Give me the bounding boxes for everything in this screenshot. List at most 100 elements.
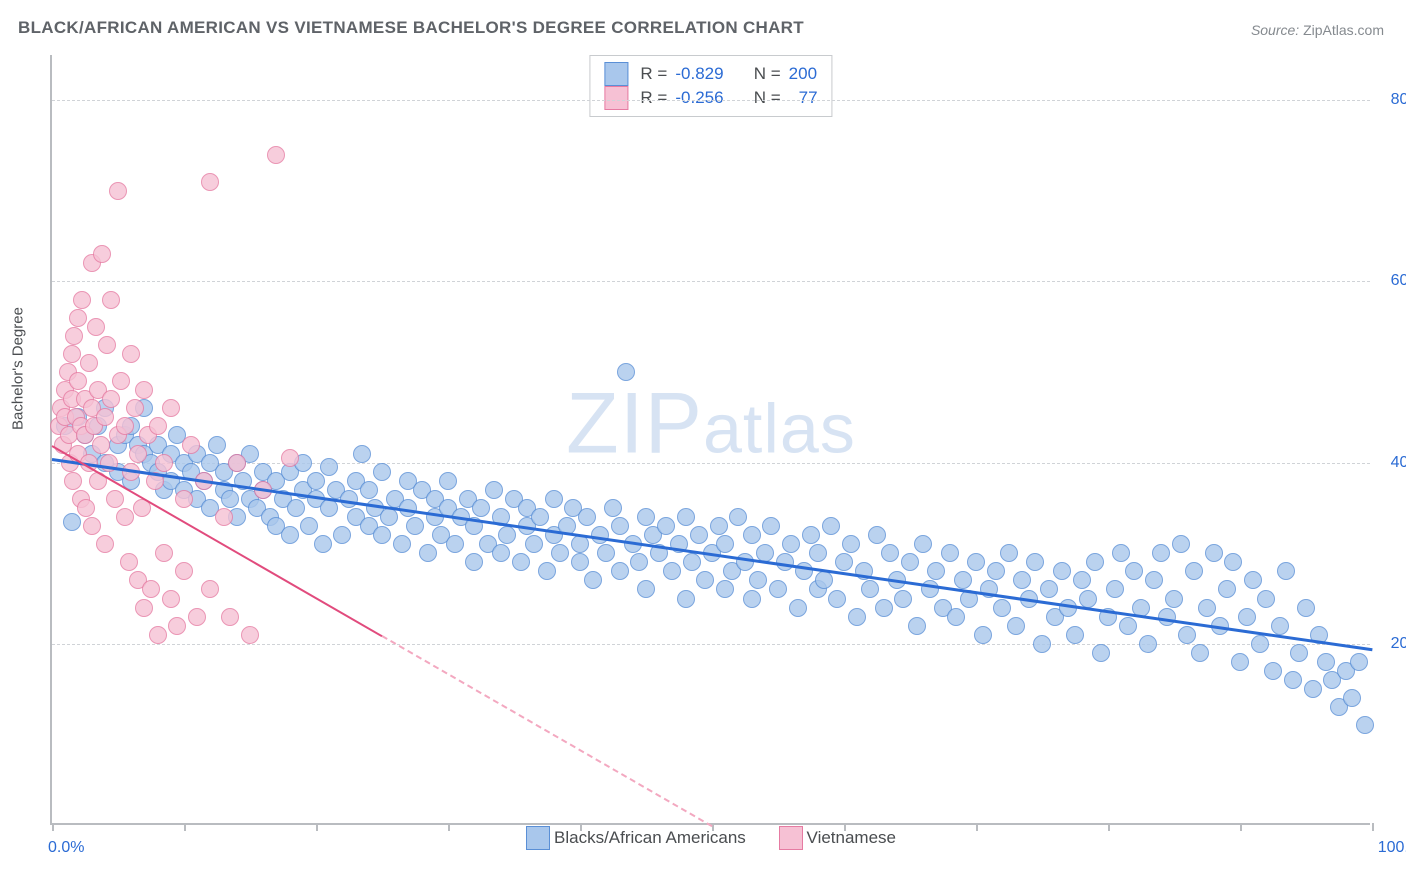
data-point-blue xyxy=(1205,544,1223,562)
data-point-pink xyxy=(109,182,127,200)
data-point-blue xyxy=(987,562,1005,580)
data-point-pink xyxy=(98,336,116,354)
data-point-blue xyxy=(617,363,635,381)
data-point-blue xyxy=(611,517,629,535)
stats-row-series2: R = -0.256 N = 77 xyxy=(604,86,817,110)
data-point-pink xyxy=(69,372,87,390)
data-point-blue xyxy=(1165,590,1183,608)
r-label: R = xyxy=(640,88,667,108)
data-point-blue xyxy=(439,472,457,490)
data-point-blue xyxy=(1073,571,1091,589)
data-point-blue xyxy=(749,571,767,589)
chart-title: BLACK/AFRICAN AMERICAN VS VIETNAMESE BAC… xyxy=(18,18,804,38)
x-tick xyxy=(712,823,714,831)
x-max-label: 100.0% xyxy=(1378,839,1406,857)
data-point-blue xyxy=(1238,608,1256,626)
data-point-blue xyxy=(663,562,681,580)
n-label: N = xyxy=(754,88,781,108)
data-point-pink xyxy=(106,490,124,508)
n-value-series1: 200 xyxy=(789,64,817,84)
data-point-pink xyxy=(281,449,299,467)
y-tick-label: 60.0% xyxy=(1391,272,1406,290)
data-point-pink xyxy=(102,390,120,408)
data-point-blue xyxy=(875,599,893,617)
data-point-pink xyxy=(69,309,87,327)
data-point-blue xyxy=(373,526,391,544)
y-tick-label: 20.0% xyxy=(1391,635,1406,653)
data-point-pink xyxy=(63,345,81,363)
data-point-blue xyxy=(954,571,972,589)
data-point-blue xyxy=(1231,653,1249,671)
data-point-blue xyxy=(815,571,833,589)
data-point-blue xyxy=(743,526,761,544)
data-point-pink xyxy=(175,490,193,508)
data-point-blue xyxy=(914,535,932,553)
data-point-pink xyxy=(175,562,193,580)
x-tick xyxy=(580,823,582,831)
data-point-pink xyxy=(112,372,130,390)
data-point-pink xyxy=(241,626,259,644)
r-label: R = xyxy=(640,64,667,84)
data-point-pink xyxy=(116,508,134,526)
legend-label-series1: Blacks/African Americans xyxy=(554,828,746,848)
data-point-blue xyxy=(1125,562,1143,580)
data-point-blue xyxy=(842,535,860,553)
data-point-blue xyxy=(710,517,728,535)
data-point-pink xyxy=(77,499,95,517)
x-tick xyxy=(316,823,318,831)
data-point-blue xyxy=(307,472,325,490)
data-point-blue xyxy=(1271,617,1289,635)
data-point-blue xyxy=(419,544,437,562)
data-point-pink xyxy=(93,245,111,263)
data-point-blue xyxy=(1317,653,1335,671)
data-point-pink xyxy=(182,436,200,454)
data-point-blue xyxy=(584,571,602,589)
data-point-pink xyxy=(162,399,180,417)
data-point-pink xyxy=(96,408,114,426)
data-point-pink xyxy=(228,454,246,472)
data-point-blue xyxy=(1145,571,1163,589)
data-point-blue xyxy=(1119,617,1137,635)
data-point-pink xyxy=(120,553,138,571)
data-point-blue xyxy=(320,458,338,476)
data-point-blue xyxy=(1172,535,1190,553)
data-point-blue xyxy=(1178,626,1196,644)
swatch-series1 xyxy=(604,62,628,86)
data-point-blue xyxy=(1139,635,1157,653)
data-point-blue xyxy=(1158,608,1176,626)
data-point-blue xyxy=(894,590,912,608)
x-tick xyxy=(1372,823,1374,831)
data-point-pink xyxy=(135,599,153,617)
data-point-pink xyxy=(64,472,82,490)
data-point-blue xyxy=(571,553,589,571)
data-point-blue xyxy=(637,580,655,598)
x-tick xyxy=(844,823,846,831)
data-point-blue xyxy=(1152,544,1170,562)
data-point-blue xyxy=(1066,626,1084,644)
data-point-pink xyxy=(96,535,114,553)
data-point-blue xyxy=(835,553,853,571)
x-tick xyxy=(184,823,186,831)
data-point-blue xyxy=(300,517,318,535)
data-point-blue xyxy=(1191,644,1209,662)
data-point-blue xyxy=(360,481,378,499)
data-point-blue xyxy=(1086,553,1104,571)
watermark-zip: ZIP xyxy=(566,375,703,471)
data-point-pink xyxy=(201,580,219,598)
data-point-blue xyxy=(1092,644,1110,662)
data-point-blue xyxy=(281,526,299,544)
source-label: Source: xyxy=(1251,22,1299,38)
data-point-blue xyxy=(1026,553,1044,571)
watermark-atlas: atlas xyxy=(703,389,856,467)
data-point-blue xyxy=(822,517,840,535)
data-point-blue xyxy=(1277,562,1295,580)
data-point-blue xyxy=(498,526,516,544)
data-point-blue xyxy=(1112,544,1130,562)
data-point-pink xyxy=(92,436,110,454)
x-tick xyxy=(1240,823,1242,831)
data-point-blue xyxy=(538,562,556,580)
data-point-blue xyxy=(578,508,596,526)
data-point-pink xyxy=(102,291,120,309)
data-point-blue xyxy=(637,508,655,526)
data-point-blue xyxy=(881,544,899,562)
